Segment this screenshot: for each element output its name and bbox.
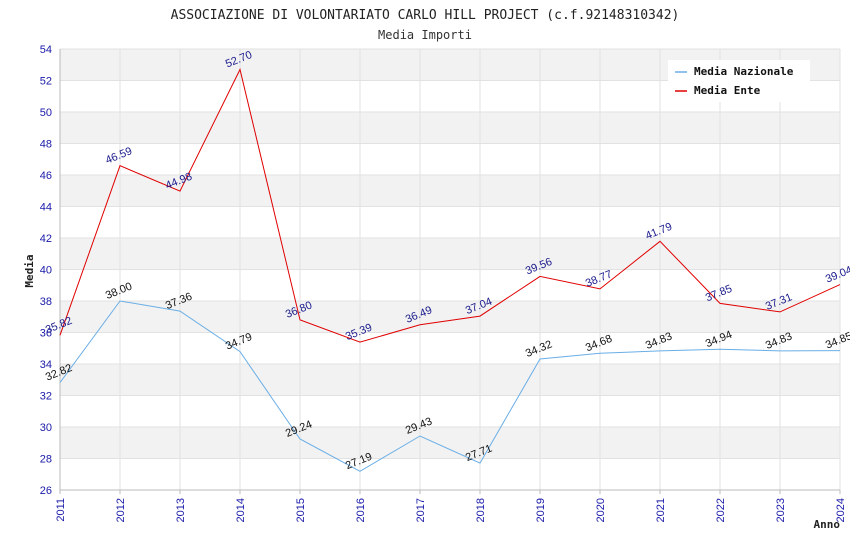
x-tick-label: 2016	[355, 498, 367, 522]
x-tick-label: 2018	[475, 498, 487, 522]
y-tick-label: 34	[40, 359, 52, 371]
y-tick-label: 32	[40, 391, 52, 403]
x-tick-label: 2020	[595, 498, 607, 522]
plot-band	[60, 112, 840, 144]
y-tick-label: 46	[40, 170, 52, 182]
y-tick-label: 48	[40, 139, 52, 151]
x-tick-label: 2023	[775, 498, 787, 522]
y-axis-ticks: 26 28 30 32 34 36 38 40 42 44 46 48 50 52 54	[40, 44, 52, 497]
plot-background-bands	[60, 49, 840, 459]
y-tick-label: 38	[40, 296, 52, 308]
y-tick-label: 52	[40, 76, 52, 88]
y-tick-label: 50	[40, 107, 52, 119]
x-tick-label: 2012	[115, 498, 127, 522]
y-tick-label: 36	[40, 328, 52, 340]
plot-band	[60, 427, 840, 459]
x-axis-ticks: 2011 2012 2013 2014 2015 2016 2017 2018 2019 2020…	[55, 490, 847, 522]
legend: Media Nazionale Media Ente	[668, 60, 810, 102]
x-axis-title: Anno	[814, 518, 841, 531]
data-label-media-ente: 35.82	[44, 315, 74, 336]
series-line-media-nazionale	[59, 300, 841, 472]
y-tick-label: 44	[40, 202, 52, 214]
x-tick-label: 2017	[415, 498, 427, 522]
x-tick-label: 2014	[235, 498, 247, 522]
plot-band	[60, 364, 840, 396]
plot-band	[60, 175, 840, 207]
y-tick-label: 42	[40, 233, 52, 245]
plot-band	[60, 238, 840, 270]
x-tick-label: 2011	[55, 498, 67, 522]
y-tick-label: 40	[40, 265, 52, 277]
series-line-media-ente	[59, 68, 841, 343]
chart-title: ASSOCIAZIONE DI VOLONTARIATO CARLO HILL …	[171, 8, 680, 23]
data-label-media-nazionale: 34.83	[764, 330, 794, 351]
data-label-media-nazionale: 34.68	[584, 333, 614, 354]
y-axis-title: Media	[23, 254, 36, 287]
y-tick-label: 28	[40, 454, 52, 466]
y-tick-label: 26	[40, 485, 52, 497]
x-tick-label: 2021	[655, 498, 667, 522]
data-label-media-nazionale: 34.79	[224, 331, 254, 352]
legend-label-media-ente: Media Ente	[694, 84, 761, 97]
data-label-media-ente: 38.77	[584, 268, 614, 289]
x-tick-label: 2015	[295, 498, 307, 522]
chart-subtitle: Media Importi	[378, 28, 472, 42]
data-label-media-nazionale: 34.85	[824, 330, 850, 351]
legend-box	[668, 60, 810, 102]
data-label-media-nazionale: 38.00	[104, 280, 134, 301]
data-label-media-ente: 46.59	[104, 145, 134, 166]
series-lines	[59, 68, 841, 472]
legend-label-media-nazionale: Media Nazionale	[694, 65, 794, 78]
y-tick-label: 30	[40, 422, 52, 434]
x-tick-label: 2024	[835, 498, 847, 522]
plot-band	[60, 301, 840, 333]
x-tick-label: 2019	[535, 498, 547, 522]
data-label-media-nazionale: 34.83	[644, 330, 674, 351]
x-tick-label: 2013	[175, 498, 187, 522]
data-label-media-nazionale: 34.32	[524, 338, 554, 359]
y-tick-label: 54	[40, 44, 52, 56]
x-tick-label: 2022	[715, 498, 727, 522]
